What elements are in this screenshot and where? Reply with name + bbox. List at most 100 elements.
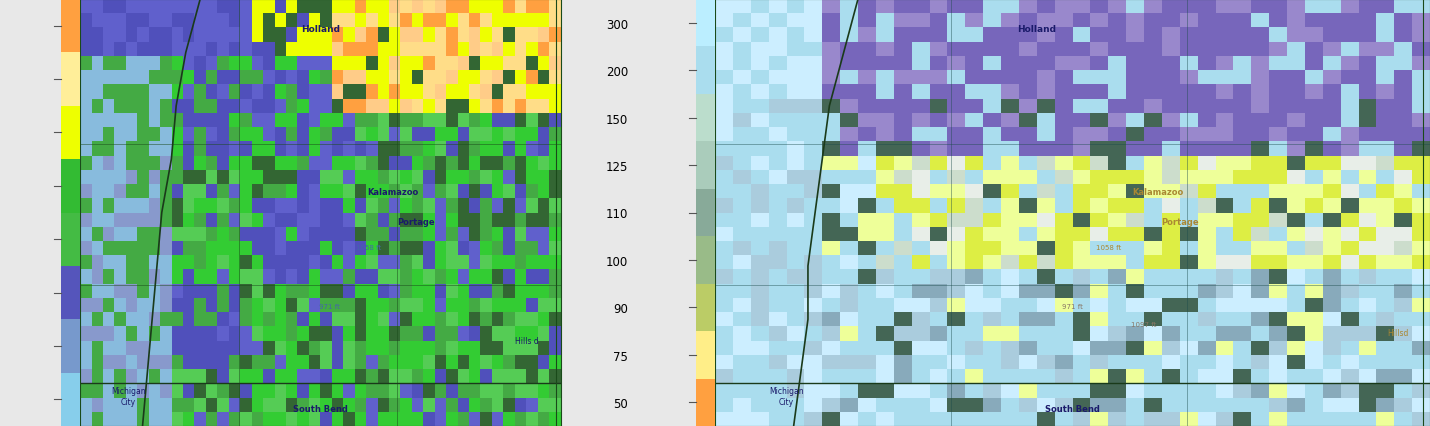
Bar (446, 85, 458, 99)
Bar (1144, 199, 1161, 213)
Bar (1037, 71, 1055, 85)
Bar (822, 270, 841, 284)
Bar (183, 270, 194, 284)
Bar (389, 227, 400, 242)
Bar (732, 156, 751, 170)
Bar (194, 327, 206, 341)
Bar (1341, 29, 1358, 43)
Bar (1072, 14, 1090, 29)
Bar (149, 270, 160, 284)
Bar (875, 369, 894, 383)
Bar (1180, 43, 1198, 57)
Bar (309, 43, 320, 57)
Bar (894, 242, 912, 256)
Bar (1394, 270, 1413, 284)
Bar (355, 99, 366, 114)
Bar (930, 256, 947, 270)
Bar (715, 170, 732, 184)
Bar (423, 114, 435, 128)
Bar (515, 341, 526, 355)
Bar (751, 369, 769, 383)
Bar (1287, 312, 1304, 327)
Text: Hillsd: Hillsd (1387, 328, 1409, 337)
Bar (858, 369, 875, 383)
Bar (389, 170, 400, 184)
Bar (1323, 397, 1341, 412)
Bar (103, 29, 114, 43)
Bar (458, 14, 469, 29)
Bar (787, 142, 804, 156)
Bar (435, 284, 446, 298)
Bar (1198, 284, 1216, 298)
Bar (1413, 284, 1430, 298)
Bar (930, 227, 947, 242)
Bar (378, 355, 389, 369)
Bar (1018, 341, 1037, 355)
Bar (1018, 142, 1037, 156)
Bar (275, 383, 286, 397)
Bar (366, 99, 378, 114)
Bar (263, 85, 275, 99)
Bar (1304, 227, 1323, 242)
Text: Michigan
City: Michigan City (769, 386, 804, 406)
Bar (389, 156, 400, 170)
Bar (252, 327, 263, 341)
Bar (930, 85, 947, 99)
Bar (492, 128, 503, 142)
Bar (343, 170, 355, 184)
Bar (1413, 383, 1430, 397)
Bar (126, 298, 137, 312)
Bar (1341, 43, 1358, 57)
Bar (92, 298, 103, 312)
Bar (1270, 85, 1287, 99)
Bar (229, 397, 240, 412)
Bar (275, 43, 286, 57)
Bar (1233, 142, 1251, 156)
Bar (412, 156, 423, 170)
Bar (1001, 114, 1018, 128)
Bar (894, 156, 912, 170)
Bar (1144, 270, 1161, 284)
Bar (206, 99, 217, 114)
Bar (858, 142, 875, 156)
Bar (1198, 242, 1216, 256)
Bar (787, 383, 804, 397)
Bar (1376, 156, 1394, 170)
Bar (469, 71, 480, 85)
Bar (1161, 270, 1180, 284)
Bar (1233, 355, 1251, 369)
Bar (183, 397, 194, 412)
Bar (894, 0, 912, 14)
Bar (297, 284, 309, 298)
Bar (458, 114, 469, 128)
Bar (538, 397, 549, 412)
Bar (229, 213, 240, 227)
Bar (538, 142, 549, 156)
Bar (1144, 184, 1161, 199)
Bar (769, 298, 786, 312)
Bar (286, 29, 297, 43)
Bar (172, 270, 183, 284)
Bar (1216, 412, 1233, 426)
Bar (435, 99, 446, 114)
Bar (423, 369, 435, 383)
Bar (332, 298, 343, 312)
Bar (1161, 156, 1180, 170)
Bar (389, 383, 400, 397)
Bar (355, 184, 366, 199)
Bar (894, 298, 912, 312)
Bar (92, 71, 103, 85)
Bar (480, 383, 492, 397)
Bar (1161, 383, 1180, 397)
Bar (1376, 184, 1394, 199)
Bar (751, 99, 769, 114)
Bar (126, 412, 137, 426)
Bar (480, 43, 492, 57)
Bar (469, 397, 480, 412)
Bar (137, 199, 149, 213)
Bar (1018, 397, 1037, 412)
Bar (715, 256, 732, 270)
Bar (1358, 227, 1376, 242)
Bar (355, 284, 366, 298)
Bar (252, 128, 263, 142)
